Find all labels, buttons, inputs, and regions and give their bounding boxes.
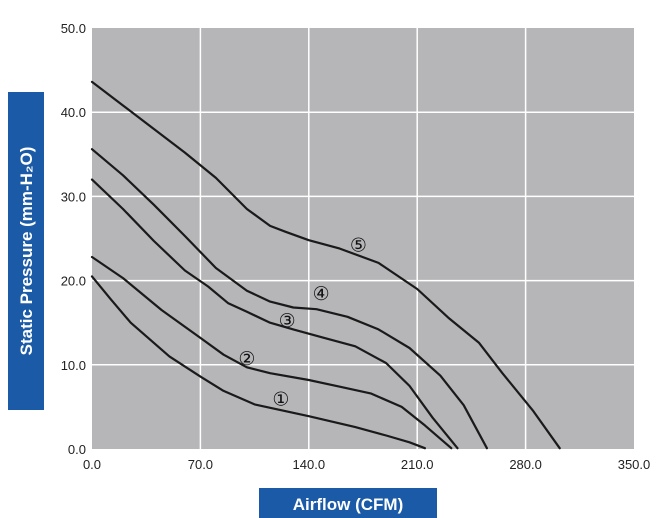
x-tick-label: 280.0: [509, 457, 542, 472]
curve-label-4: ④: [313, 283, 330, 305]
y-tick-labels: 0.0 10.0 20.0 30.0 40.0 50.0: [61, 21, 86, 457]
y-tick-label: 20.0: [61, 274, 86, 289]
x-tick-label: 70.0: [188, 457, 213, 472]
curve-label-2: ②: [238, 348, 255, 370]
x-tick-label: 0.0: [83, 457, 101, 472]
x-tick-label: 140.0: [293, 457, 326, 472]
y-tick-label: 0.0: [68, 442, 86, 457]
curve-label-1: ①: [272, 388, 289, 410]
x-axis-label-box: Airflow (CFM): [259, 488, 437, 518]
y-tick-label: 50.0: [61, 21, 86, 36]
y-tick-label: 30.0: [61, 189, 86, 204]
y-tick-label: 10.0: [61, 358, 86, 373]
y-tick-label: 40.0: [61, 105, 86, 120]
y-axis-label-box: Static Pressure (mm-H₂O): [8, 92, 44, 410]
curve-label-3: ③: [279, 310, 296, 332]
y-axis-label: Static Pressure (mm-H₂O): [17, 147, 36, 356]
x-tick-labels: 0.0 70.0 140.0 210.0 280.0 350.0: [83, 457, 650, 472]
x-axis-label: Airflow (CFM): [293, 495, 403, 514]
x-tick-label: 210.0: [401, 457, 434, 472]
curve-label-5: ⑤: [350, 234, 367, 256]
x-tick-label: 350.0: [618, 457, 651, 472]
